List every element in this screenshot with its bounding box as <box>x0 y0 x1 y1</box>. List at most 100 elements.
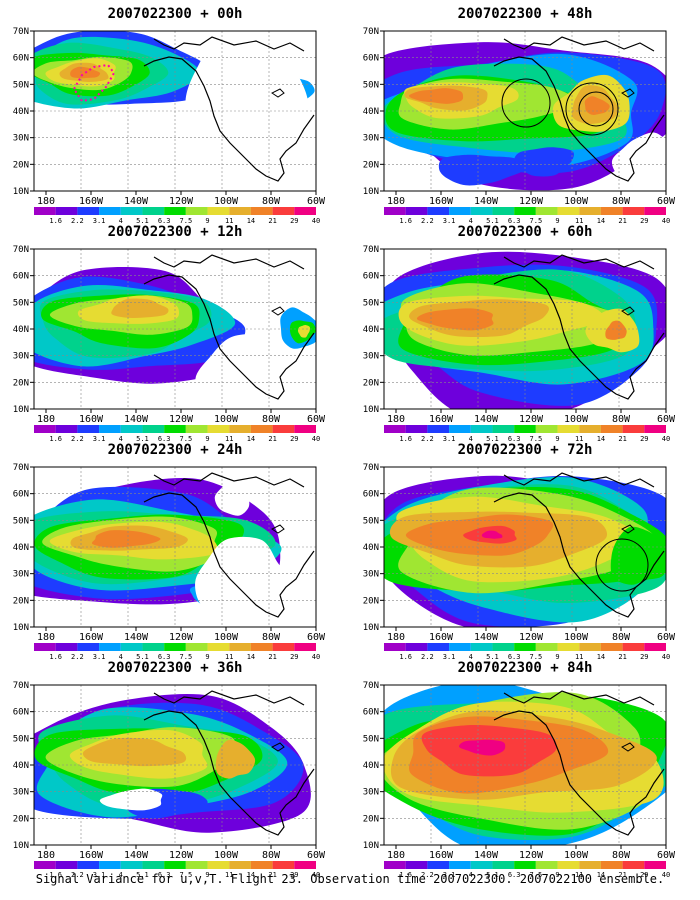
no-signal-area <box>611 132 666 187</box>
variance-field <box>34 685 316 845</box>
coastline <box>493 492 665 618</box>
colorbar-swatch <box>449 425 471 433</box>
colorbar-label: 11 <box>225 653 233 661</box>
colorbar-swatch <box>427 643 450 651</box>
lon-tick-label: 180 <box>37 414 55 425</box>
coastline <box>493 710 665 836</box>
colorbar-swatch <box>34 425 56 433</box>
lat-tick-label: 70N <box>13 463 29 473</box>
coastline <box>143 710 315 836</box>
lat-tick-label: 30N <box>363 352 379 362</box>
colorbar-swatch <box>99 643 121 651</box>
colorbar-label: 21 <box>618 435 626 443</box>
colorbar-label: 6.3 <box>158 435 171 443</box>
colorbar-swatch <box>427 861 450 869</box>
colorbar-swatch <box>120 861 143 869</box>
colorbar-swatch <box>77 643 100 651</box>
lon-tick-label: 100W <box>564 414 589 425</box>
lon-tick-label: 80W <box>262 196 281 207</box>
colorbar-swatch <box>644 207 666 215</box>
colorbar-label: 5.1 <box>136 435 149 443</box>
variance-field <box>34 467 316 627</box>
great-lakes <box>621 306 635 316</box>
colorbar-label: 21 <box>618 217 626 225</box>
colorbar-label: 4 <box>119 653 123 661</box>
colorbar-swatch <box>77 425 100 433</box>
lat-tick-label: 60N <box>13 272 29 282</box>
colorbar-label: 6.3 <box>508 217 521 225</box>
lat-tick-label: 60N <box>363 272 379 282</box>
colorbar-label: 2.2 <box>421 217 434 225</box>
colorbar-label: 1.6 <box>49 653 62 661</box>
colorbar-label: 1.6 <box>49 871 62 879</box>
map-panel-00h: 2007022300 + 00h 70N 60N 50N 40N 30N 20N 10N 18… <box>0 6 350 225</box>
lon-tick-label: 120W <box>169 414 194 425</box>
lon-tick-label: 100W <box>564 632 589 643</box>
colorbar-label: 3.1 <box>93 217 106 225</box>
plot-area: 70N 60N 50N 40N 30N 20N 10N 180 160W 140W 120W 100W… <box>13 245 326 443</box>
map-panel-36h: 2007022300 + 36h 70N 60N 50N 40N 30N 20N 10N 18… <box>0 660 350 879</box>
lon-tick-label: 60W <box>657 850 676 861</box>
great-lakes <box>621 524 635 534</box>
colorbar-swatch <box>600 643 623 651</box>
lat-tick-label: 10N <box>13 187 29 197</box>
lat-tick-label: 20N <box>363 596 379 606</box>
colorbar-label: 29 <box>290 217 298 225</box>
colorbar-swatch <box>229 643 251 651</box>
plot-area: 70N 60N 50N 40N 30N 20N 10N 180 160W 140W 120W 100W… <box>363 463 676 661</box>
colorbar-label: 14 <box>247 871 255 879</box>
colorbar-swatch <box>579 425 601 433</box>
colorbar-label: 3.1 <box>443 435 456 443</box>
lon-tick-label: 100W <box>214 632 239 643</box>
colorbar-swatch <box>207 207 230 215</box>
great-lakes <box>271 742 285 752</box>
colorbar-swatch <box>514 861 536 869</box>
colorbar-label: 3.1 <box>93 653 106 661</box>
lon-tick-label: 120W <box>169 850 194 861</box>
lat-tick-label: 20N <box>363 378 379 388</box>
plot-area: 70N 60N 50N 40N 30N 20N 10N 180 160W 140W 120W 100W… <box>363 27 676 225</box>
map-panel-48h: 2007022300 + 48h 70N 60N 50N 40N 30N 20N 10N 18… <box>350 6 700 225</box>
lat-tick-label: 60N <box>363 708 379 718</box>
colorbar-swatch <box>120 425 143 433</box>
colorbar-label: 29 <box>290 871 298 879</box>
colorbar-label: 4 <box>469 871 473 879</box>
panel-title: 2007022300 + 84h <box>457 660 593 676</box>
lat-tick-label: 10N <box>363 841 379 851</box>
colorbar-swatch <box>557 643 580 651</box>
colorbar-label: 9 <box>205 871 209 879</box>
variance-map: 70N 60N 50N 40N 30N 20N 10N 180 160W 140W 120W 100W… <box>363 245 676 443</box>
coastline <box>503 472 655 488</box>
colorbar-label: 5.1 <box>136 217 149 225</box>
colorbar-label: 3.1 <box>443 871 456 879</box>
colorbar-label: 2.2 <box>71 217 84 225</box>
no-signal-area <box>214 476 250 516</box>
colorbar-label: 40 <box>662 435 670 443</box>
variance-map: 70N 60N 50N 40N 30N 20N 10N 180 160W 140W 120W 100W… <box>363 27 676 225</box>
colorbar-label: 29 <box>290 653 298 661</box>
lon-tick-label: 120W <box>519 850 544 861</box>
lat-tick-label: 70N <box>13 245 29 255</box>
lon-tick-label: 60W <box>307 196 326 207</box>
target-circle <box>578 91 614 127</box>
colorbar-swatch <box>600 425 623 433</box>
colorbar-swatch <box>120 643 143 651</box>
coastline <box>493 274 665 400</box>
colorbar-swatch <box>34 861 56 869</box>
colorbar-swatch <box>229 861 251 869</box>
plot-area: 70N 60N 50N 40N 30N 20N 10N 180 160W 140W 120W 100W… <box>13 681 326 879</box>
lat-tick-label: 10N <box>363 187 379 197</box>
lat-tick-label: 40N <box>363 543 379 553</box>
colorbar-label: 11 <box>575 653 583 661</box>
lat-tick-label: 50N <box>363 516 379 526</box>
lon-tick-label: 80W <box>612 850 631 861</box>
variance-contour <box>416 308 494 331</box>
lon-tick-label: 80W <box>612 414 631 425</box>
colorbar-label: 9 <box>205 435 209 443</box>
lon-tick-label: 120W <box>519 414 544 425</box>
lat-tick-label: 30N <box>13 788 29 798</box>
colorbar-swatch <box>622 861 645 869</box>
colorbar-swatch <box>250 861 273 869</box>
lat-tick-label: 50N <box>13 80 29 90</box>
colorbar-swatch <box>557 207 580 215</box>
